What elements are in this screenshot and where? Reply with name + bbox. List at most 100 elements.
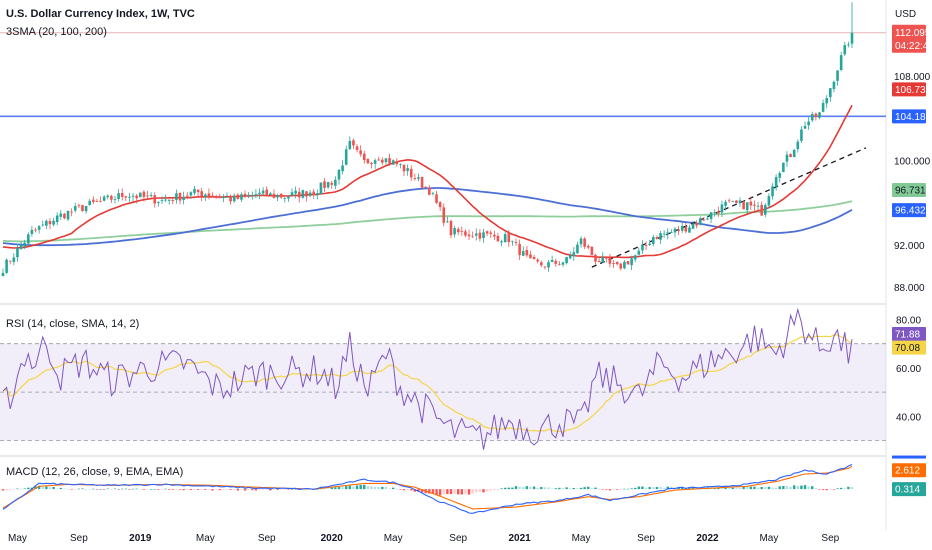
candle[interactable] <box>232 193 236 203</box>
candle[interactable] <box>312 188 315 199</box>
candle[interactable] <box>41 220 45 227</box>
candle[interactable] <box>128 192 131 202</box>
candle[interactable] <box>467 229 471 241</box>
candle[interactable] <box>207 188 211 200</box>
candle[interactable] <box>706 215 709 221</box>
candle[interactable] <box>807 117 810 130</box>
candle[interactable] <box>576 241 579 255</box>
candle[interactable] <box>753 200 756 211</box>
candle[interactable] <box>236 193 240 200</box>
candle[interactable] <box>456 226 460 236</box>
candle[interactable] <box>305 191 308 202</box>
candle[interactable] <box>760 201 763 216</box>
candle[interactable] <box>377 156 381 161</box>
candle[interactable] <box>651 234 655 247</box>
candle[interactable] <box>344 145 348 166</box>
candle[interactable] <box>713 209 717 217</box>
candle[interactable] <box>164 194 167 203</box>
candle[interactable] <box>698 216 702 226</box>
candle[interactable] <box>597 257 601 263</box>
candle[interactable] <box>185 192 189 200</box>
candle[interactable] <box>525 246 529 258</box>
candle[interactable] <box>16 243 19 262</box>
candle[interactable] <box>496 232 500 242</box>
symbol-title[interactable]: U.S. Dollar Currency Index, 1W, TVC <box>6 8 195 20</box>
candle[interactable] <box>666 228 670 240</box>
candle[interactable] <box>493 230 496 241</box>
candle[interactable] <box>102 195 106 202</box>
candle[interactable] <box>283 197 287 203</box>
candle[interactable] <box>77 203 81 208</box>
candle[interactable] <box>308 190 312 198</box>
candle[interactable] <box>568 251 572 260</box>
candle[interactable] <box>767 193 771 209</box>
candle[interactable] <box>229 194 232 205</box>
macd-signal-line[interactable] <box>2 465 853 510</box>
macd-pane[interactable] <box>1 463 854 514</box>
candle[interactable] <box>171 197 175 205</box>
candle[interactable] <box>138 192 142 198</box>
candle[interactable] <box>330 180 334 189</box>
candle[interactable] <box>157 201 160 207</box>
candle[interactable] <box>626 260 630 266</box>
candle[interactable] <box>648 240 651 246</box>
candle[interactable] <box>662 230 666 238</box>
candle[interactable] <box>590 245 594 255</box>
candle[interactable] <box>540 260 543 268</box>
time-axis[interactable]: May Sep 2019 May Sep 2020 May Sep 2021 May Sep 2022… <box>8 533 840 544</box>
candle[interactable] <box>774 174 778 191</box>
candle[interactable] <box>478 228 482 242</box>
candle[interactable] <box>543 266 547 270</box>
macd-indicator-label[interactable]: MACD (12, 26, close, 9, EMA, EMA) <box>6 466 184 478</box>
candle[interactable] <box>836 70 839 86</box>
candle[interactable] <box>276 193 279 201</box>
candle[interactable] <box>847 41 850 48</box>
candle[interactable] <box>785 151 789 167</box>
candle[interactable] <box>619 262 623 271</box>
candle[interactable] <box>420 176 424 189</box>
candle[interactable] <box>19 241 23 250</box>
candle[interactable] <box>218 193 222 199</box>
candle[interactable] <box>695 220 698 229</box>
candle[interactable] <box>131 193 135 202</box>
candle[interactable] <box>334 176 337 190</box>
candle[interactable] <box>417 173 420 182</box>
candle[interactable] <box>594 253 597 265</box>
candle[interactable] <box>362 150 366 164</box>
candle[interactable] <box>612 259 615 269</box>
candle[interactable] <box>572 247 576 262</box>
candle[interactable] <box>222 194 225 203</box>
candle[interactable] <box>146 190 149 200</box>
candle[interactable] <box>323 178 326 192</box>
candle[interactable] <box>514 238 518 246</box>
candles[interactable] <box>1 2 854 277</box>
candle[interactable] <box>731 200 735 203</box>
candle[interactable] <box>446 216 449 223</box>
candle[interactable] <box>771 183 774 200</box>
candle[interactable] <box>691 220 695 229</box>
candle[interactable] <box>724 199 727 211</box>
candle[interactable] <box>738 197 742 207</box>
candle[interactable] <box>261 187 265 196</box>
candle[interactable] <box>402 164 406 177</box>
candle[interactable] <box>167 199 171 205</box>
candle[interactable] <box>605 256 608 263</box>
candle[interactable] <box>106 194 110 200</box>
candle[interactable] <box>175 189 178 204</box>
candle[interactable] <box>287 195 290 202</box>
candle[interactable] <box>81 204 84 212</box>
rsi-pane[interactable] <box>0 307 886 450</box>
candle[interactable] <box>294 186 297 199</box>
candle[interactable] <box>825 95 829 109</box>
candle[interactable] <box>120 188 124 201</box>
candle[interactable] <box>388 153 391 166</box>
candle[interactable] <box>832 80 836 93</box>
candle[interactable] <box>763 203 767 218</box>
candle[interactable] <box>709 212 713 224</box>
candle[interactable] <box>413 173 417 181</box>
rsi-line[interactable] <box>2 307 853 450</box>
price-axis[interactable]: USD 108.000 100.000 92.000 88.000 112.095 04:2… <box>892 9 932 497</box>
candle[interactable] <box>110 194 113 203</box>
candle[interactable] <box>258 188 261 200</box>
